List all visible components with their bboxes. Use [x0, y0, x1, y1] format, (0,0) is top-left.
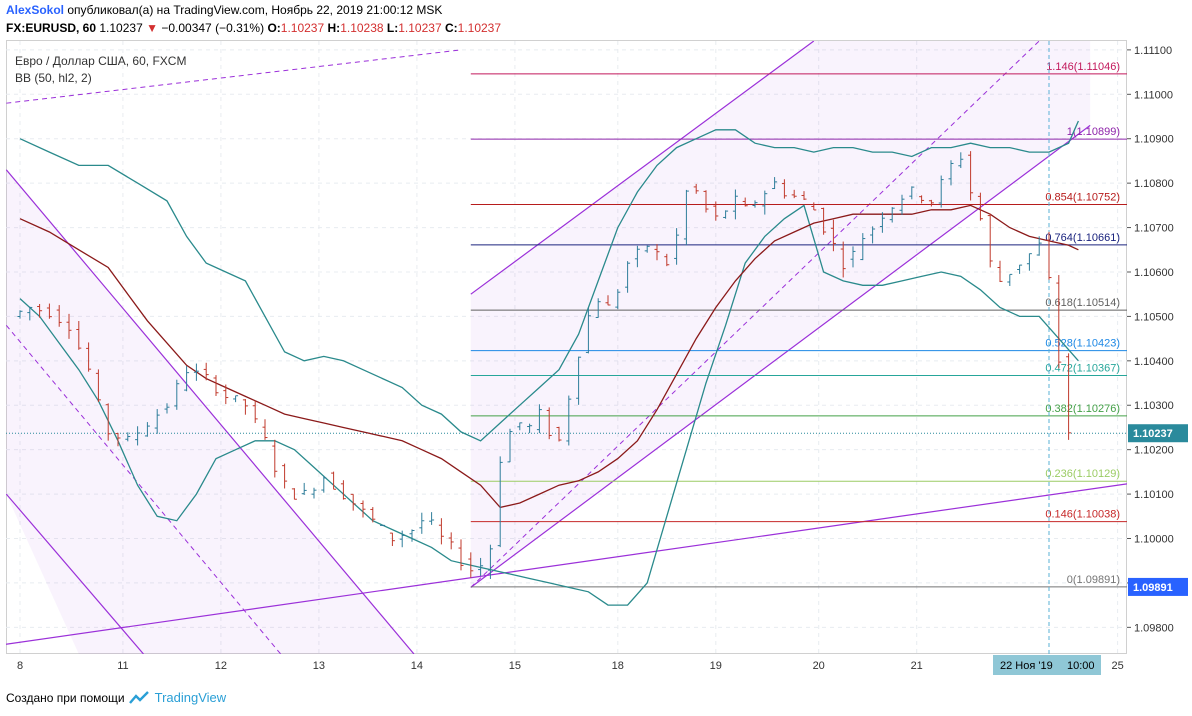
series-title: Евро / Доллар США, 60, FXCM — [15, 54, 187, 68]
ascending-channel-fill — [470, 41, 1091, 588]
y-tick-label: 1.10900 — [1134, 134, 1174, 146]
fib-label-0: 0(1.09891) — [1067, 574, 1120, 586]
fib-label-0.472: 0.472(1.10367) — [1045, 362, 1120, 374]
low-price-badge-label: 1.09891 — [1133, 582, 1173, 594]
fib-label-1.146: 1.146(1.11046) — [1046, 61, 1120, 73]
symbol-line: FX:EURUSD, 60 1.10237 ▼ −0.00347 (−0.31%… — [6, 21, 501, 35]
y-tick-label: 1.11000 — [1134, 89, 1173, 101]
high-label: H: — [327, 21, 341, 35]
bb-lower-band — [19, 204, 1079, 606]
tradingview-brand[interactable]: TradingView — [154, 690, 227, 705]
last-price: 1.10237 — [99, 21, 143, 35]
high-value: 1.10238 — [340, 21, 384, 35]
y-tick-label: 1.10200 — [1134, 445, 1174, 457]
y-tick-label: 1.10800 — [1134, 178, 1174, 190]
x-tick-label: 20 — [813, 660, 825, 672]
author-name[interactable]: AlexSokol — [6, 3, 65, 17]
footer: Создано при помощи TradingView — [6, 690, 226, 705]
y-tick-label: 1.10300 — [1134, 400, 1174, 412]
fib-label-1: 1(1.10899) — [1067, 126, 1120, 138]
crosshair-time-label: 10:00 — [1067, 660, 1095, 672]
ascending-channel-lower — [470, 124, 1091, 588]
y-tick-label: 1.10400 — [1134, 356, 1174, 368]
x-tick-label: 19 — [710, 660, 722, 672]
fib-label-0.146: 0.146(1.10038) — [1045, 509, 1120, 521]
descending-channel-upper — [6, 169, 415, 654]
dashed-trend-line — [6, 49, 462, 104]
ascending-channel-upper — [470, 41, 815, 295]
plot-area[interactable] — [6, 40, 1127, 654]
change-down-arrow-icon: ▼ — [146, 21, 158, 35]
plot-layer: 1.146(1.11046) 1(1.10899) 0.854(1.10752) 0.… — [6, 41, 1127, 654]
fib-label-0.618: 0.618(1.10514) — [1045, 297, 1120, 309]
low-price-badge — [1128, 577, 1188, 596]
x-tick-label: 18 — [612, 660, 624, 672]
fib-label-0.382: 0.382(1.10276) — [1045, 403, 1120, 415]
y-tick-label: 1.10600 — [1134, 267, 1174, 279]
open-value: 1.10237 — [280, 21, 325, 35]
x-tick-label: 8 — [17, 660, 23, 672]
ascending-channel-median — [470, 41, 1040, 588]
x-tick-label: 25 — [1111, 660, 1123, 672]
low-value: 1.10237 — [398, 21, 442, 35]
indicator-label[interactable]: BB (50, hl2, 2) — [15, 71, 92, 85]
last-price-badge — [1128, 424, 1188, 443]
y-tick-label: 1.10700 — [1134, 223, 1174, 235]
x-tick-label: 14 — [411, 660, 423, 672]
x-tick-label: 15 — [509, 660, 521, 672]
y-tick-label: 1.10100 — [1134, 489, 1174, 501]
bb-upper-band — [19, 120, 1079, 442]
fib-label-0.236: 0.236(1.10129) — [1045, 468, 1120, 480]
fib-label-0.854: 0.854(1.10752) — [1045, 191, 1120, 203]
x-tick-label: 21 — [911, 660, 923, 672]
long-trend-line — [6, 483, 1127, 645]
y-tick-label: 1.10000 — [1134, 534, 1174, 546]
bb-basis — [19, 204, 1079, 509]
last-price-badge-label: 1.10237 — [1133, 428, 1173, 440]
x-tick-label: 11 — [117, 660, 128, 672]
open-label: O: — [267, 21, 281, 35]
crosshair-date-badge — [993, 655, 1101, 675]
tradingview-logo-icon — [128, 690, 149, 704]
x-tick-label: 12 — [215, 660, 227, 672]
close-value: 1.10237 — [457, 21, 502, 35]
fib-label-0.528: 0.528(1.10423) — [1045, 338, 1120, 350]
y-tick-label: 1.09800 — [1134, 622, 1174, 634]
y-tick-label: 1.10500 — [1134, 311, 1174, 323]
low-label: L: — [386, 21, 399, 35]
published-text: опубликовал(а) на TradingView.com, Ноябр… — [64, 3, 443, 17]
created-with-text: Создано при помощи — [6, 690, 125, 705]
close-label: C: — [444, 21, 458, 35]
publish-line: AlexSokol опубликовал(а) на TradingView.… — [6, 3, 442, 17]
symbol-label: FX:EURUSD, 60 — [6, 21, 97, 35]
change-value: −0.00347 (−0.31%) — [161, 21, 265, 35]
x-tick-label: 13 — [313, 660, 325, 672]
fib-label-0.764: 0.764(1.10661) — [1045, 232, 1120, 244]
crosshair-date-label: 22 Ноя '19 — [1000, 660, 1053, 672]
y-tick-label: 1.11100 — [1134, 45, 1172, 57]
